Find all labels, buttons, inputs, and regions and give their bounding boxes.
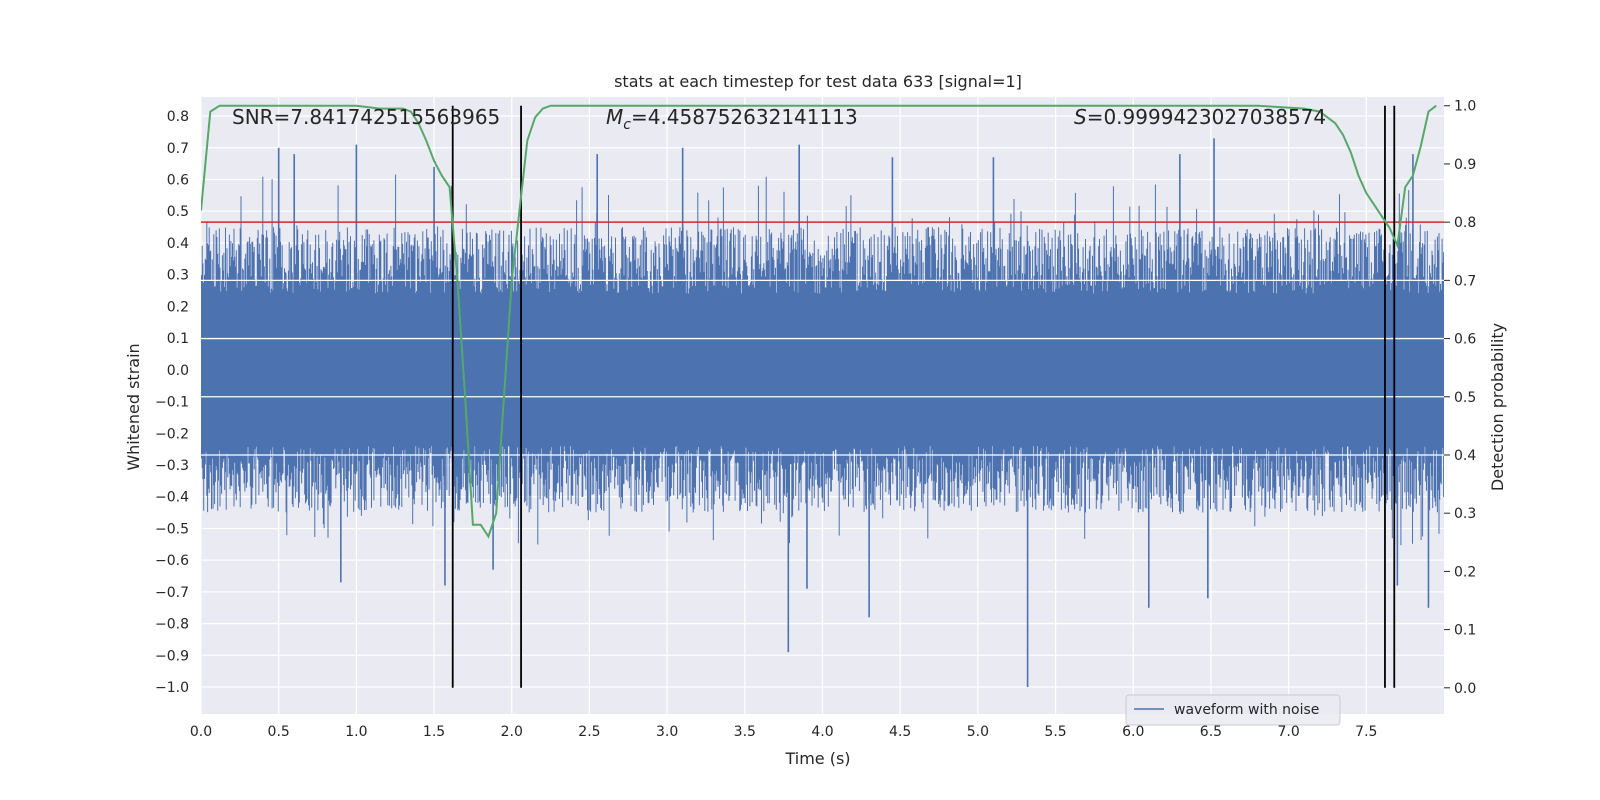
chart-title: stats at each timestep for test data 633… (614, 72, 1022, 91)
y-right-tick-label: 0.0 (1454, 681, 1476, 697)
y-left-tick-label: −0.6 (155, 553, 189, 569)
chirp-mass-subscript: c (623, 117, 631, 133)
y-left-tick-label: −0.3 (155, 458, 189, 474)
y-left-tick-label: −0.7 (155, 585, 189, 601)
y-left-tick-label: −0.5 (155, 521, 189, 537)
y-left-tick-label: 0.8 (167, 109, 189, 125)
x-tick-label: 1.0 (345, 724, 367, 740)
y-left-tick-label: 0.7 (167, 141, 189, 157)
chirp-mass-symbol: M (606, 105, 623, 129)
y-left-tick-label: −0.2 (155, 426, 189, 442)
y-right-tick-label: 0.1 (1454, 623, 1476, 639)
x-axis-label: Time (s) (784, 749, 850, 768)
x-tick-label: 2.0 (501, 724, 523, 740)
y-left-tick-label: 0.2 (167, 299, 189, 315)
x-tick-label: 6.0 (1122, 724, 1144, 740)
x-tick-label: 1.5 (423, 724, 445, 740)
x-tick-label: 0.0 (190, 724, 212, 740)
y-right-tick-label: 0.7 (1454, 273, 1476, 289)
legend-label: waveform with noise (1174, 702, 1319, 718)
x-tick-label: 4.5 (889, 724, 911, 740)
y-left-tick-label: −0.1 (155, 395, 189, 411)
snr-annotation: SNR=7.841742515563965 (232, 105, 500, 129)
x-tick-label: 4.0 (811, 724, 833, 740)
y-left-tick-label: 0.4 (167, 236, 189, 252)
axis-ticks: 0.0 0.5 1.0 1.5 2.0 2.5 3.0 3.5 4.0 4.5 5.0 5.5 6.0 6… (155, 99, 1476, 740)
y-left-tick-label: 0.0 (167, 363, 189, 379)
x-tick-label: 6.5 (1200, 724, 1222, 740)
y-right-tick-label: 0.9 (1454, 157, 1476, 173)
y-left-tick-label: 0.1 (167, 331, 189, 347)
s-symbol: S (1074, 105, 1087, 129)
y-axis-label-left: Whitened strain (124, 343, 143, 470)
x-tick-label: 0.5 (268, 724, 290, 740)
y-right-tick-label: 0.8 (1454, 215, 1476, 231)
waveform-series (201, 138, 1444, 688)
y-left-tick-label: −0.4 (155, 490, 189, 506)
y-right-tick-label: 0.4 (1454, 448, 1476, 464)
x-tick-label: 5.0 (967, 724, 989, 740)
y-right-tick-label: 0.6 (1454, 332, 1476, 348)
y-left-tick-label: −0.9 (155, 648, 189, 664)
x-tick-label: 5.5 (1044, 724, 1066, 740)
waveform-line (201, 174, 1444, 546)
legend: waveform with noise (1125, 694, 1341, 726)
legend-box (1125, 694, 1341, 726)
y-right-tick-label: 0.3 (1454, 506, 1476, 522)
y-left-tick-label: 0.3 (167, 268, 189, 284)
y-right-tick-label: 0.5 (1454, 390, 1476, 406)
chirp-mass-value: =4.458752632141113 (631, 105, 858, 129)
y-axis-label-right: Detection probability (1488, 323, 1507, 491)
x-tick-label: 3.5 (734, 724, 756, 740)
x-tick-label: 2.5 (578, 724, 600, 740)
s-annotation: S=0.9999423027038574 (1074, 105, 1326, 129)
y-right-tick-label: 1.0 (1454, 99, 1476, 115)
s-value: =0.9999423027038574 (1087, 105, 1326, 129)
chirp-mass-annotation: Mc=4.458752632141113 (606, 105, 858, 133)
x-tick-label: 3.0 (656, 724, 678, 740)
y-right-tick-label: 0.2 (1454, 564, 1476, 580)
detection-probability-line (201, 104, 1437, 539)
overlay-lines (201, 104, 1444, 688)
x-tick-label: 7.5 (1355, 724, 1377, 740)
x-tick-label: 7.0 (1277, 724, 1299, 740)
y-left-tick-label: −1.0 (155, 680, 189, 696)
y-left-tick-label: 0.5 (167, 204, 189, 220)
y-left-tick-label: −0.8 (155, 617, 189, 633)
y-left-tick-label: 0.6 (167, 172, 189, 188)
